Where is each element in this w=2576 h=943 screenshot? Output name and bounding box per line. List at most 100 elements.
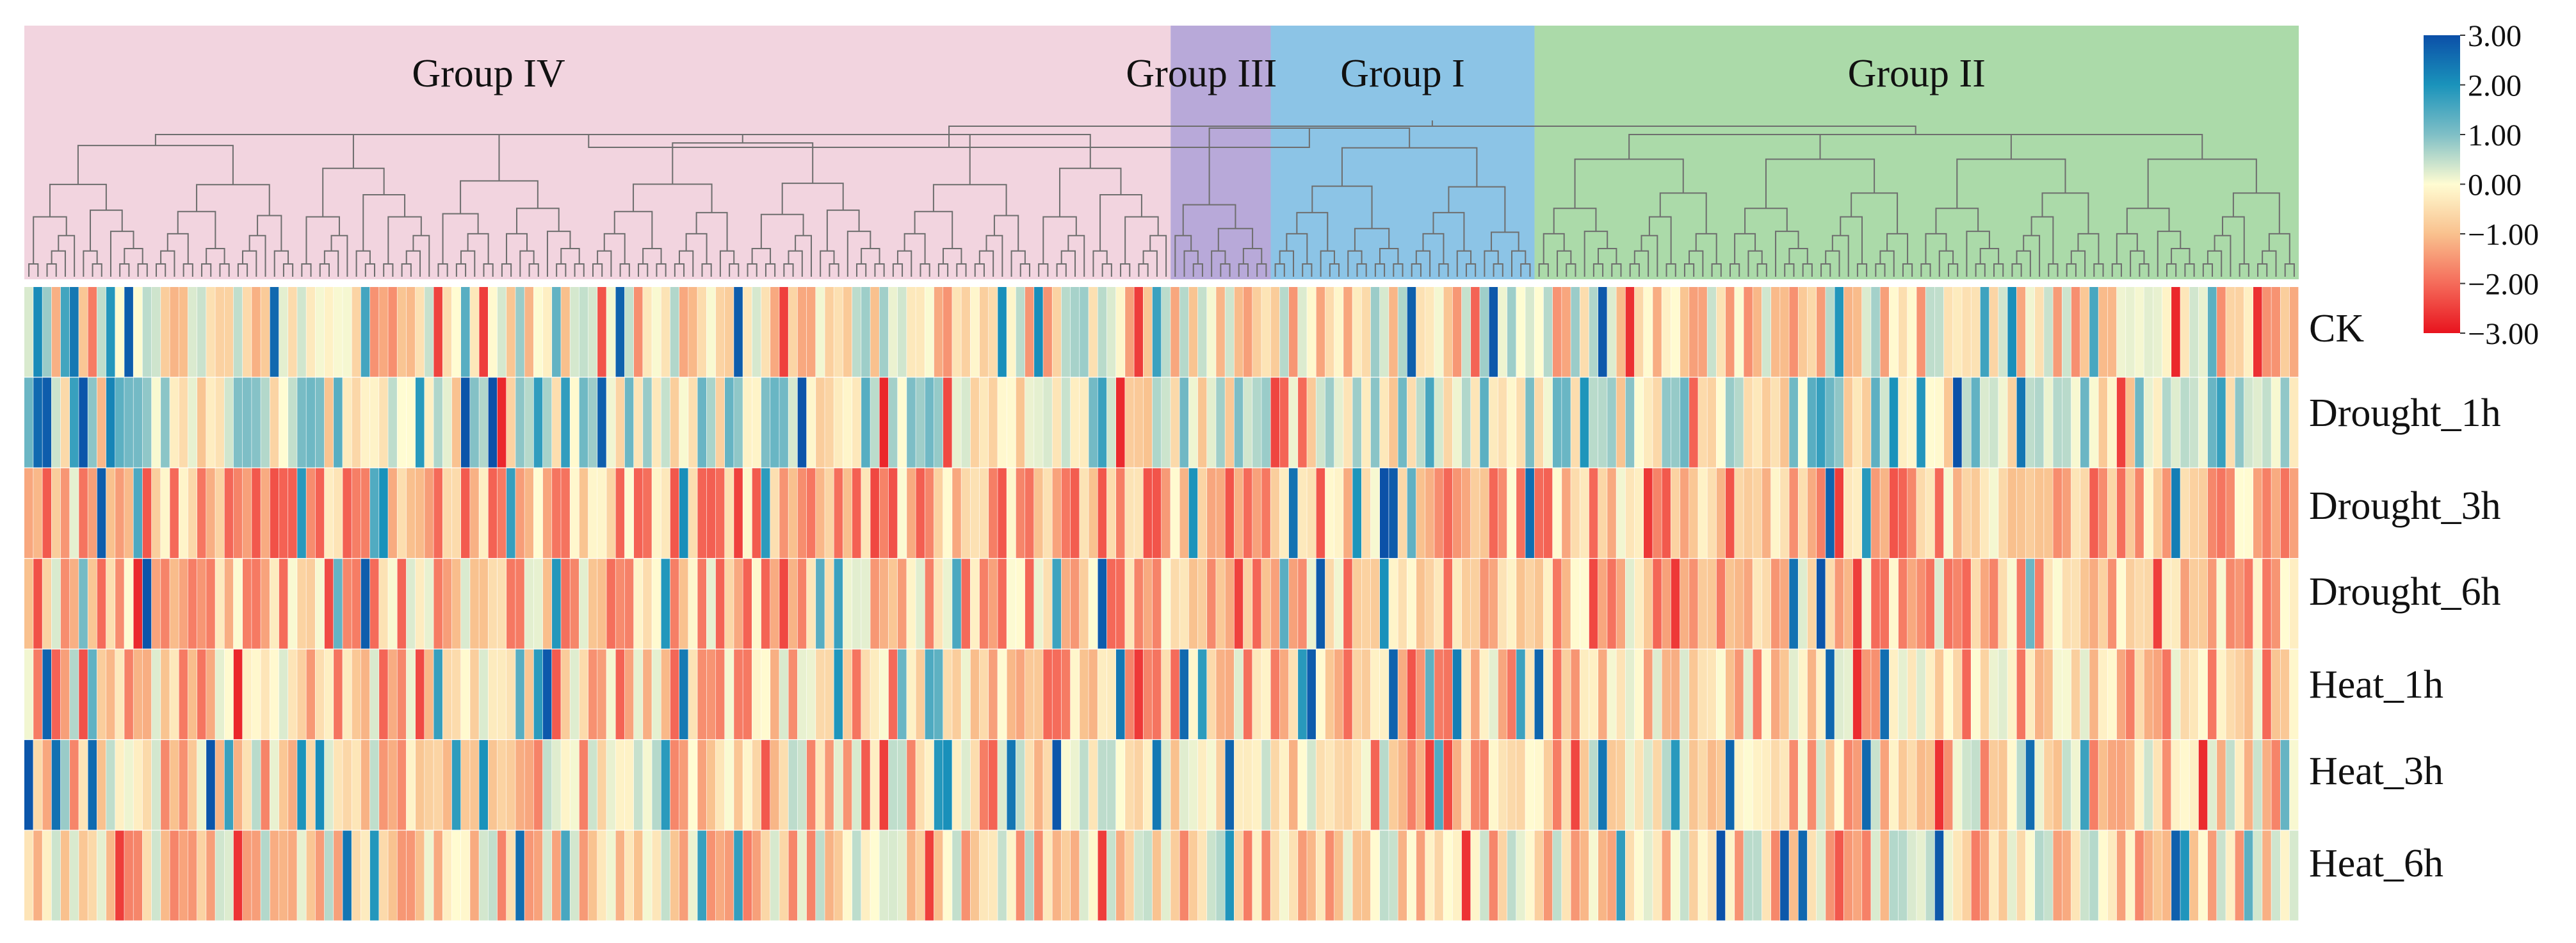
heatmap-cell: [1744, 740, 1753, 830]
heatmap-cell: [460, 740, 470, 830]
heatmap-cell: [1261, 287, 1270, 377]
heatmap-cell: [1061, 468, 1071, 559]
heatmap-cell: [1707, 287, 1717, 377]
heatmap-cell: [2062, 377, 2071, 468]
heatmap-cell: [925, 830, 934, 921]
heatmap-cell: [1252, 468, 1261, 559]
heatmap-cell: [206, 559, 215, 649]
heatmap-cell: [989, 377, 998, 468]
heatmap-cell: [797, 377, 807, 468]
heatmap-cell: [1543, 287, 1553, 377]
heatmap-cell: [579, 468, 588, 559]
heatmap-cell: [442, 287, 452, 377]
heatmap-cell: [2116, 287, 2126, 377]
heatmap-cell: [1962, 830, 1971, 921]
heatmap-cell: [1389, 468, 1398, 559]
heatmap-cell: [161, 468, 170, 559]
heatmap-cell: [1889, 287, 1899, 377]
heatmap-cell: [151, 287, 161, 377]
heatmap-cell: [1607, 559, 1616, 649]
heatmap-cell: [1753, 740, 1762, 830]
heatmap-cell: [1216, 377, 1225, 468]
heatmap-cell: [1416, 559, 1425, 649]
heatmap-cell: [1106, 559, 1116, 649]
heatmap-cell: [806, 287, 816, 377]
heatmap-cell: [197, 830, 206, 921]
heatmap-cell: [124, 377, 133, 468]
heatmap-cell: [1516, 830, 1525, 921]
heatmap-cell: [1598, 287, 1607, 377]
heatmap-cell: [1243, 830, 1252, 921]
heatmap-cell: [2034, 468, 2044, 559]
heatmap-cell: [488, 559, 498, 649]
heatmap-cell: [1243, 468, 1252, 559]
heatmap-cell: [2071, 649, 2080, 739]
heatmap-cell: [33, 830, 42, 921]
heatmap-cell: [470, 649, 479, 739]
heatmap-cell: [1489, 468, 1498, 559]
heatmap-cell: [288, 830, 297, 921]
heatmap-cell: [925, 559, 934, 649]
heatmap-cell: [1653, 559, 1662, 649]
heatmap-cell: [2171, 649, 2180, 739]
heatmap-cell: [624, 559, 634, 649]
heatmap-cell: [460, 649, 470, 739]
heatmap-cell: [170, 740, 179, 830]
heatmap-cell: [843, 649, 852, 739]
heatmap-cell: [570, 468, 579, 559]
heatmap-cell: [1197, 287, 1207, 377]
heatmap-cell: [2289, 559, 2299, 649]
heatmap-cell: [1125, 377, 1134, 468]
heatmap-cell: [1352, 649, 1361, 739]
heatmap-cell: [1207, 559, 1216, 649]
heatmap-cell: [734, 468, 743, 559]
heatmap-cell: [1007, 649, 1016, 739]
heatmap-cell: [1989, 830, 1998, 921]
heatmap-cell: [1115, 559, 1125, 649]
heatmap-cell: [2044, 377, 2053, 468]
heatmap-cell: [843, 287, 852, 377]
heatmap-cell: [1425, 830, 1434, 921]
heatmap-cell: [1034, 740, 1043, 830]
heatmap-cell: [1807, 377, 1817, 468]
heatmap-cell: [1352, 740, 1361, 830]
heatmap-cell: [179, 287, 188, 377]
heatmap-cell: [1798, 830, 1808, 921]
heatmap-cell: [1216, 649, 1225, 739]
heatmap-cell: [51, 287, 61, 377]
heatmap-cell: [415, 830, 425, 921]
heatmap-cell: [288, 377, 297, 468]
heatmap-cell: [2107, 830, 2117, 921]
heatmap-cell: [479, 468, 489, 559]
heatmap-cell: [233, 559, 243, 649]
heatmap-cell: [1634, 287, 1644, 377]
heatmap-cell: [270, 377, 279, 468]
heatmap-cell: [834, 649, 843, 739]
heatmap-cell: [397, 830, 407, 921]
heatmap-cell: [51, 740, 61, 830]
heatmap-cell: [252, 468, 261, 559]
heatmap-cell: [806, 649, 816, 739]
heatmap-cell: [1689, 830, 1698, 921]
heatmap-cell: [1598, 740, 1607, 830]
group-band-2: [1171, 26, 1271, 279]
heatmap-cell: [497, 287, 506, 377]
heatmap-cell: [1925, 287, 1935, 377]
heatmap-cell: [2262, 830, 2271, 921]
heatmap-cell: [142, 377, 152, 468]
heatmap-cell: [2207, 377, 2217, 468]
heatmap-cell: [1780, 740, 1789, 830]
heatmap-cell: [334, 287, 343, 377]
heatmap-cell: [2053, 377, 2062, 468]
heatmap-cell: [2107, 740, 2117, 830]
heatmap-cell: [1543, 830, 1553, 921]
heatmap-cell: [1616, 830, 1626, 921]
heatmap-cell: [1098, 740, 1107, 830]
heatmap-cell: [825, 649, 834, 739]
heatmap-cell: [670, 287, 679, 377]
heatmap-cell: [1361, 649, 1371, 739]
heatmap-cell: [1407, 830, 1416, 921]
heatmap-cell: [806, 377, 816, 468]
heatmap-cell: [1671, 559, 1680, 649]
heatmap-cell: [1343, 649, 1352, 739]
